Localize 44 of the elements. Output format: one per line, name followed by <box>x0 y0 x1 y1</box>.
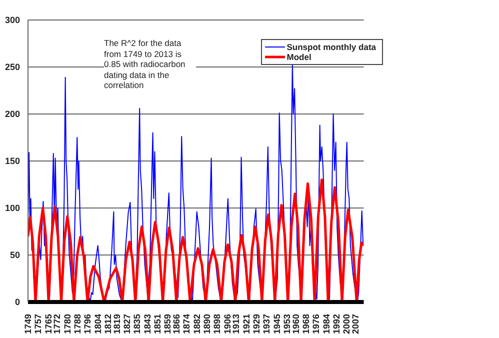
y-tick-label: 50 <box>10 250 20 260</box>
x-tick-label: 1945 <box>272 314 282 334</box>
x-tick-label: 1772 <box>52 314 62 334</box>
x-tick-label: 1827 <box>122 314 132 334</box>
x-tick-label: 1984 <box>321 314 332 334</box>
x-tick-label: 1788 <box>72 314 83 334</box>
x-tick-label: 1953 <box>282 314 292 334</box>
x-tick-label: 1906 <box>222 314 232 334</box>
x-tick-label: 1898 <box>212 314 222 334</box>
x-tick-label: 1968 <box>300 314 311 334</box>
x-tick-label: 1882 <box>192 314 202 334</box>
y-tick-label: 100 <box>4 203 20 214</box>
x-tick-label: 1937 <box>262 314 272 334</box>
x-tick-label: 1749 <box>23 314 33 334</box>
legend-label: Sunspot monthly data <box>286 42 376 52</box>
x-tick-label: 1921 <box>241 314 252 334</box>
x-tick-label: 1851 <box>152 314 162 334</box>
x-tick-label: 1796 <box>82 314 93 334</box>
note-text: The R^2 for the data from 1749 to 2013 is 0.85 with radiocarbon dating data in the correlation <box>104 38 196 90</box>
x-tick-label: 1992 <box>331 314 342 334</box>
x-tick-label: 2000 <box>342 314 352 334</box>
x-tick-label: 1835 <box>132 314 142 334</box>
x-tick-label: 1765 <box>43 314 54 334</box>
x-tick-label: 1976 <box>311 314 322 334</box>
y-tick-label: 250 <box>4 62 20 72</box>
x-tick-label: 1843 <box>142 314 152 334</box>
x-tick-label: 1874 <box>182 314 192 334</box>
x-tick-label: 1929 <box>251 314 262 334</box>
x-tick-label: 2007 <box>350 314 360 334</box>
x-tick-label: 1960 <box>290 314 301 334</box>
legend-label: Model <box>286 52 312 62</box>
y-tick-label: 200 <box>4 109 20 120</box>
x-tick-label: 1866 <box>172 314 182 334</box>
x-tick-label: 1890 <box>202 314 212 334</box>
x-tick-label: 1812 <box>102 314 113 334</box>
y-tick-label: 150 <box>4 156 20 166</box>
x-tick-label: 1819 <box>112 314 122 334</box>
x-tick-label: 1757 <box>33 314 44 334</box>
y-tick-label: 300 <box>4 15 20 26</box>
x-tick-label: 1913 <box>231 314 242 334</box>
x-tick-label: 1804 <box>92 314 103 334</box>
x-tick-label: 1859 <box>162 314 173 334</box>
x-tick-label: 1780 <box>62 314 72 334</box>
y-tick-label: 0 <box>14 297 20 308</box>
